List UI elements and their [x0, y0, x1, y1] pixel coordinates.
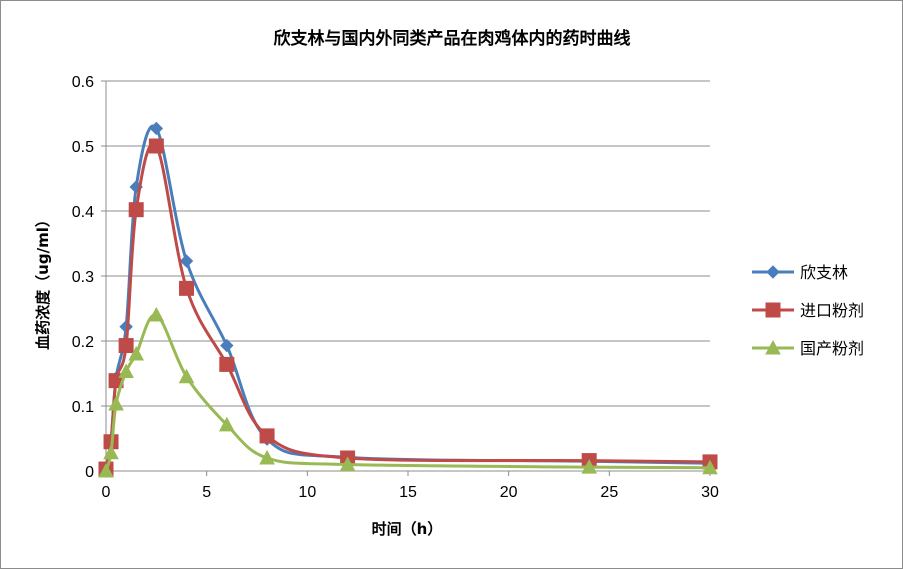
- data-point: [178, 368, 195, 384]
- x-axis-label: 时间（h）: [372, 520, 443, 538]
- x-tick-label: 25: [600, 484, 618, 501]
- data-point: [128, 345, 145, 361]
- x-tick-label: 5: [202, 484, 211, 501]
- y-tick-label: 0.5: [72, 139, 94, 156]
- y-tick-label: 0.4: [72, 204, 94, 221]
- data-point: [259, 428, 275, 444]
- y-tick-label: 0.2: [72, 334, 94, 351]
- data-point: [219, 356, 235, 372]
- x-tick-label: 10: [298, 484, 316, 501]
- data-point: [103, 444, 119, 460]
- data-point: [108, 395, 124, 411]
- x-tick-label: 30: [701, 484, 719, 501]
- series-group: [98, 121, 718, 478]
- data-point: [218, 416, 235, 432]
- legend-item: 欣支林: [752, 263, 848, 282]
- data-point: [149, 121, 164, 136]
- legend-item: 国产粉剂: [752, 339, 864, 358]
- x-tick-labels: 0 5 10 15 20 25 30: [102, 484, 719, 501]
- legend-label: 国产粉剂: [800, 339, 864, 358]
- series-2: [98, 138, 718, 477]
- y-tick-label: 0.1: [72, 399, 94, 416]
- x-tick-label: 0: [102, 484, 111, 501]
- series-line: [104, 142, 711, 470]
- data-point: [339, 456, 356, 471]
- legend-marker: [766, 265, 780, 279]
- data-point: [118, 363, 134, 379]
- data-point: [259, 449, 275, 465]
- legend-item: 进口粉剂: [752, 301, 864, 320]
- y-tick-label: 0: [85, 464, 94, 481]
- data-point: [220, 338, 234, 353]
- series-3: [98, 306, 718, 478]
- legend-label: 进口粉剂: [800, 301, 864, 320]
- x-tick-label: 20: [500, 484, 518, 501]
- data-point: [128, 202, 144, 218]
- data-point: [148, 138, 164, 154]
- data-point: [179, 254, 194, 268]
- data-point: [98, 462, 114, 478]
- series-line: [104, 313, 711, 472]
- legend-label: 欣支林: [800, 263, 848, 282]
- data-point: [148, 306, 165, 322]
- y-tick-label: 0.6: [72, 74, 94, 91]
- data-point: [118, 338, 134, 354]
- series-line: [104, 124, 711, 472]
- data-point: [702, 459, 718, 475]
- chart-title: 欣支林与国内外同类产品在肉鸡体内的药时曲线: [274, 28, 631, 49]
- y-tick-labels: 0 0.1 0.2 0.3 0.4 0.5 0.6: [72, 74, 94, 481]
- x-tick-label: 15: [399, 484, 417, 501]
- data-point: [581, 459, 598, 474]
- series-1: [99, 121, 717, 478]
- legend-marker: [765, 339, 781, 355]
- y-tick-label: 0.3: [72, 269, 94, 286]
- y-axis-label: 血药浓度（ug/ml）: [34, 212, 52, 350]
- legend-marker: [765, 302, 781, 318]
- gridlines: [106, 80, 710, 407]
- data-point: [179, 280, 195, 296]
